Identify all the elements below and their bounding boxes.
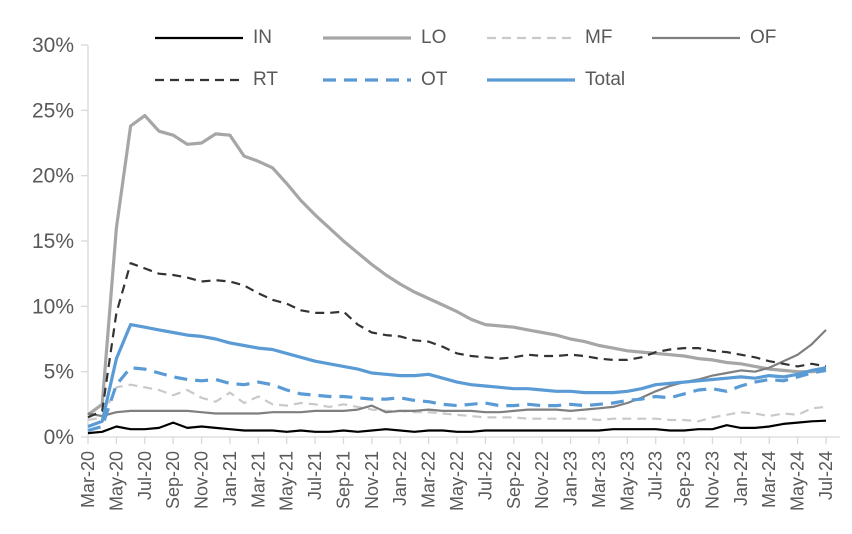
legend-label-of: OF: [750, 27, 777, 48]
x-tick-label: Mar-24: [759, 451, 779, 508]
x-tick-label: Nov-20: [192, 451, 212, 509]
x-tick-label: Mar-21: [248, 451, 268, 508]
x-tick-label: Jan-21: [220, 451, 240, 506]
y-tick-label: 25%: [32, 99, 74, 122]
series-line-of: [87, 329, 827, 418]
legend-line-sample-lo: [323, 36, 411, 40]
series-line-total: [87, 323, 827, 429]
legend-label-mf: MF: [585, 27, 613, 48]
x-tick-label: May-22: [447, 451, 467, 511]
legend-item-of: OF: [652, 26, 776, 50]
legend-item-ot: OT: [323, 68, 447, 92]
series-line-ot: [87, 366, 827, 433]
legend-label-ot: OT: [421, 69, 448, 90]
x-tick-label: Sep-23: [674, 451, 694, 509]
x-tick-label: Jul-23: [646, 451, 666, 500]
x-tick-label: Sep-21: [333, 451, 353, 509]
legend-label-in: IN: [253, 27, 272, 48]
x-tick-label: Jul-20: [135, 451, 155, 500]
x-tick-label: Jul-24: [816, 451, 836, 500]
x-tick-label: Jul-22: [475, 451, 495, 500]
legend-label-total: Total: [585, 69, 626, 90]
x-tick-label: Sep-22: [504, 451, 524, 509]
x-tick-label: Jul-21: [305, 451, 325, 500]
legend-item-total: Total: [487, 68, 625, 92]
x-tick-label: Mar-22: [419, 451, 439, 508]
legend-line-sample-rt: [155, 78, 243, 82]
legend-item-mf: MF: [487, 26, 612, 50]
x-tick-label: Nov-22: [532, 451, 552, 509]
x-tick-label: May-20: [106, 451, 126, 511]
legend-item-in: IN: [155, 26, 272, 50]
x-tick-label: May-21: [277, 451, 297, 511]
legend-label-lo: LO: [421, 27, 447, 48]
y-tick-label: 0%: [44, 426, 74, 449]
y-tick-label: 15%: [32, 230, 74, 253]
x-tick-label: Nov-21: [362, 451, 382, 509]
legend-line-sample-total: [487, 78, 575, 82]
y-tick-label: 10%: [32, 295, 74, 318]
y-tick-label: 30%: [32, 34, 74, 57]
series-line-mf: [87, 383, 827, 423]
chart-legend: IN LO MF OF RT OT Total: [0, 0, 852, 100]
x-tick-label: May-24: [788, 451, 808, 511]
series-line-in: [87, 419, 827, 435]
legend-line-sample-in: [155, 36, 243, 40]
x-tick-label: Jan-22: [390, 451, 410, 506]
series-line-lo: [87, 113, 827, 417]
series-line-rt: [87, 262, 827, 419]
x-tick-label: Jan-24: [731, 451, 751, 506]
x-tick-label: Sep-20: [163, 451, 183, 509]
legend-item-lo: LO: [323, 26, 446, 50]
x-tick-label: Nov-23: [702, 451, 722, 509]
legend-line-sample-mf: [487, 36, 575, 40]
x-tick-label: Mar-23: [589, 451, 609, 508]
y-tick-label: 20%: [32, 165, 74, 188]
x-tick-label: Mar-20: [78, 451, 98, 508]
x-tick-label: Jan-23: [561, 451, 581, 506]
legend-label-rt: RT: [253, 69, 278, 90]
legend-item-rt: RT: [155, 68, 278, 92]
legend-line-sample-of: [652, 36, 740, 40]
legend-line-sample-ot: [323, 78, 411, 82]
x-tick-label: May-23: [617, 451, 637, 511]
y-tick-label: 5%: [44, 361, 74, 384]
